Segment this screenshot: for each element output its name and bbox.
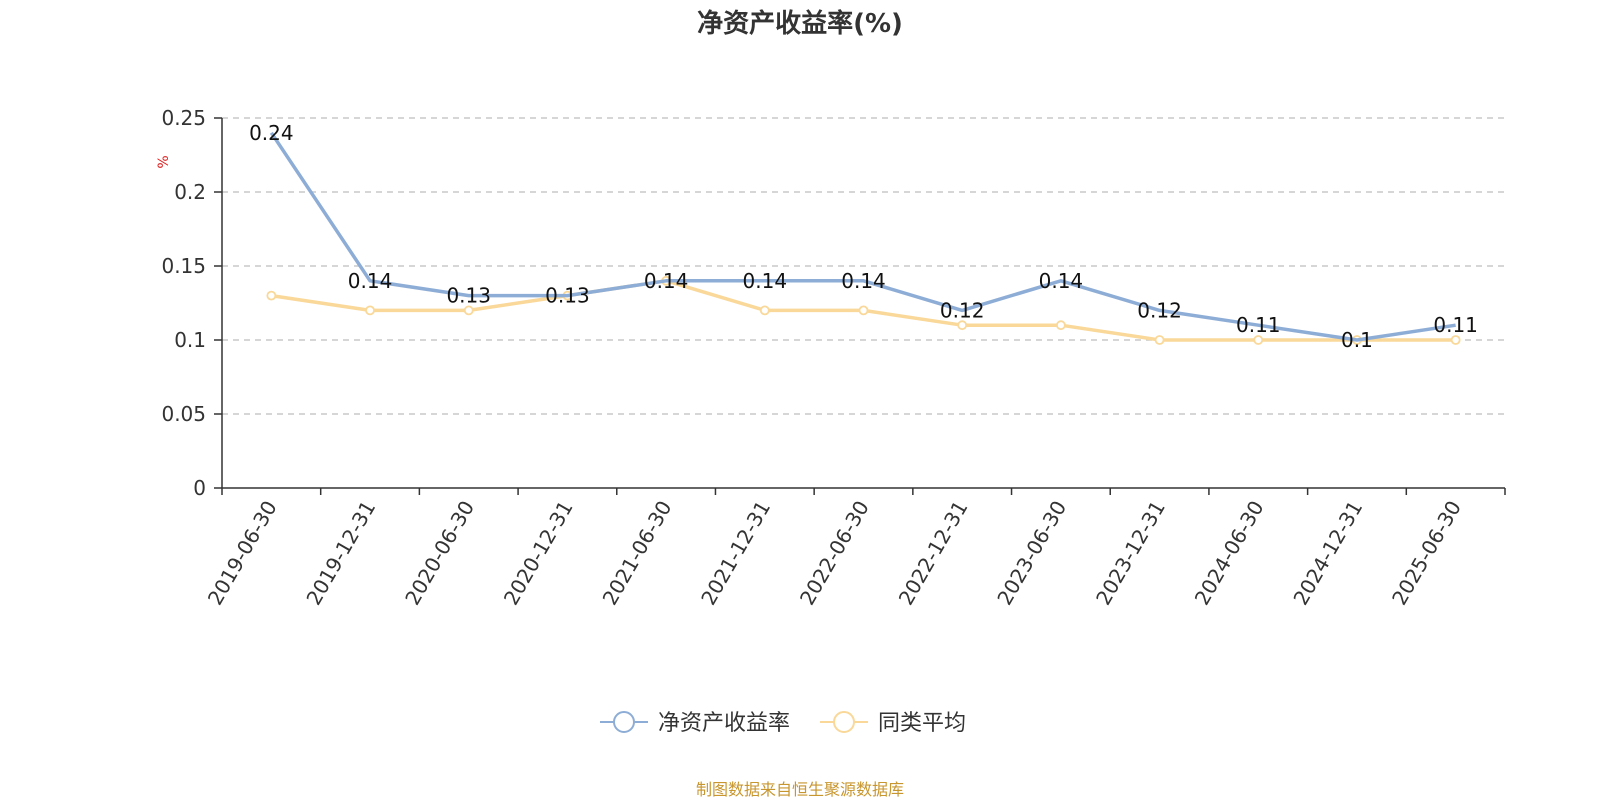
y-tick-label: 0.25 bbox=[161, 106, 206, 130]
data-label: 0.12 bbox=[1137, 298, 1182, 322]
x-tick-label: 2021-12-31 bbox=[696, 497, 775, 610]
x-tick-label: 2025-06-30 bbox=[1387, 497, 1466, 610]
data-label: 0.11 bbox=[1433, 313, 1478, 337]
data-labels: 0.24 0.14 0.13 0.13 0.14 0.14 0.14 0.12 0.14 0.12… bbox=[249, 121, 1478, 352]
x-tick-label: 2024-12-31 bbox=[1288, 497, 1367, 610]
data-label: 0.14 bbox=[841, 269, 886, 293]
data-label: 0.13 bbox=[446, 284, 491, 308]
data-label: 0.14 bbox=[644, 269, 689, 293]
y-tick-label: 0.15 bbox=[161, 254, 206, 278]
series-point[interactable] bbox=[463, 305, 474, 316]
data-label: 0.11 bbox=[1236, 313, 1281, 337]
x-tick-label: 2023-06-30 bbox=[992, 497, 1071, 610]
data-label: 0.14 bbox=[1039, 269, 1084, 293]
series-lines bbox=[266, 131, 1461, 345]
x-tick-label: 2022-12-31 bbox=[894, 497, 973, 610]
data-source-note: 制图数据来自恒生聚源数据库 bbox=[696, 780, 904, 799]
data-label: 0.24 bbox=[249, 121, 294, 145]
y-tick-label: 0 bbox=[193, 476, 206, 500]
data-label: 0.12 bbox=[940, 298, 985, 322]
y-tick-label: 0.2 bbox=[174, 180, 206, 204]
series-point[interactable] bbox=[1450, 335, 1461, 345]
series-point[interactable] bbox=[365, 305, 375, 316]
legend-item-0[interactable]: 净资产收益率 bbox=[600, 711, 790, 736]
legend-marker bbox=[833, 711, 855, 733]
data-label: 0.13 bbox=[545, 284, 590, 308]
chart-title: 净资产收益率(%) bbox=[697, 8, 903, 39]
legend-item-1[interactable]: 同类平均 bbox=[820, 711, 966, 736]
legend-marker bbox=[613, 711, 635, 733]
legend[interactable]: 净资产收益率 同类平均 bbox=[600, 711, 966, 736]
x-tick-label: 2021-06-30 bbox=[598, 497, 677, 610]
data-label: 0.1 bbox=[1341, 328, 1373, 352]
y-axis-unit-label: % bbox=[156, 155, 172, 168]
y-tick-label: 0.05 bbox=[161, 402, 206, 426]
x-tick-label: 2022-06-30 bbox=[795, 497, 874, 610]
x-tick-label: 2020-06-30 bbox=[400, 497, 479, 610]
series-point[interactable] bbox=[957, 320, 968, 331]
series-point[interactable] bbox=[1055, 320, 1066, 331]
x-tick-label: 2019-12-31 bbox=[301, 497, 380, 610]
x-tick-label: 2019-06-30 bbox=[203, 497, 282, 610]
grid-lines bbox=[222, 117, 1505, 415]
legend-label: 同类平均 bbox=[878, 711, 966, 736]
y-tick-label: 0.1 bbox=[174, 328, 206, 352]
data-label: 0.14 bbox=[348, 269, 393, 293]
legend-label: 净资产收益率 bbox=[658, 711, 790, 736]
series-point[interactable] bbox=[266, 290, 277, 301]
series-point[interactable] bbox=[1154, 335, 1165, 345]
data-label: 0.14 bbox=[743, 269, 788, 293]
x-tick-label: 2023-12-31 bbox=[1091, 497, 1170, 610]
series-point[interactable] bbox=[1253, 335, 1264, 345]
series-point[interactable] bbox=[858, 305, 869, 316]
series-line-0 bbox=[269, 131, 1456, 342]
x-tick-label: 2024-06-30 bbox=[1190, 497, 1269, 610]
axes: 0 0.05 0.1 0.15 0.2 0.25 2019-06-30 2019-12-31 2… bbox=[161, 106, 1506, 610]
x-tick-label: 2020-12-31 bbox=[499, 497, 578, 610]
series-point[interactable] bbox=[759, 305, 770, 316]
